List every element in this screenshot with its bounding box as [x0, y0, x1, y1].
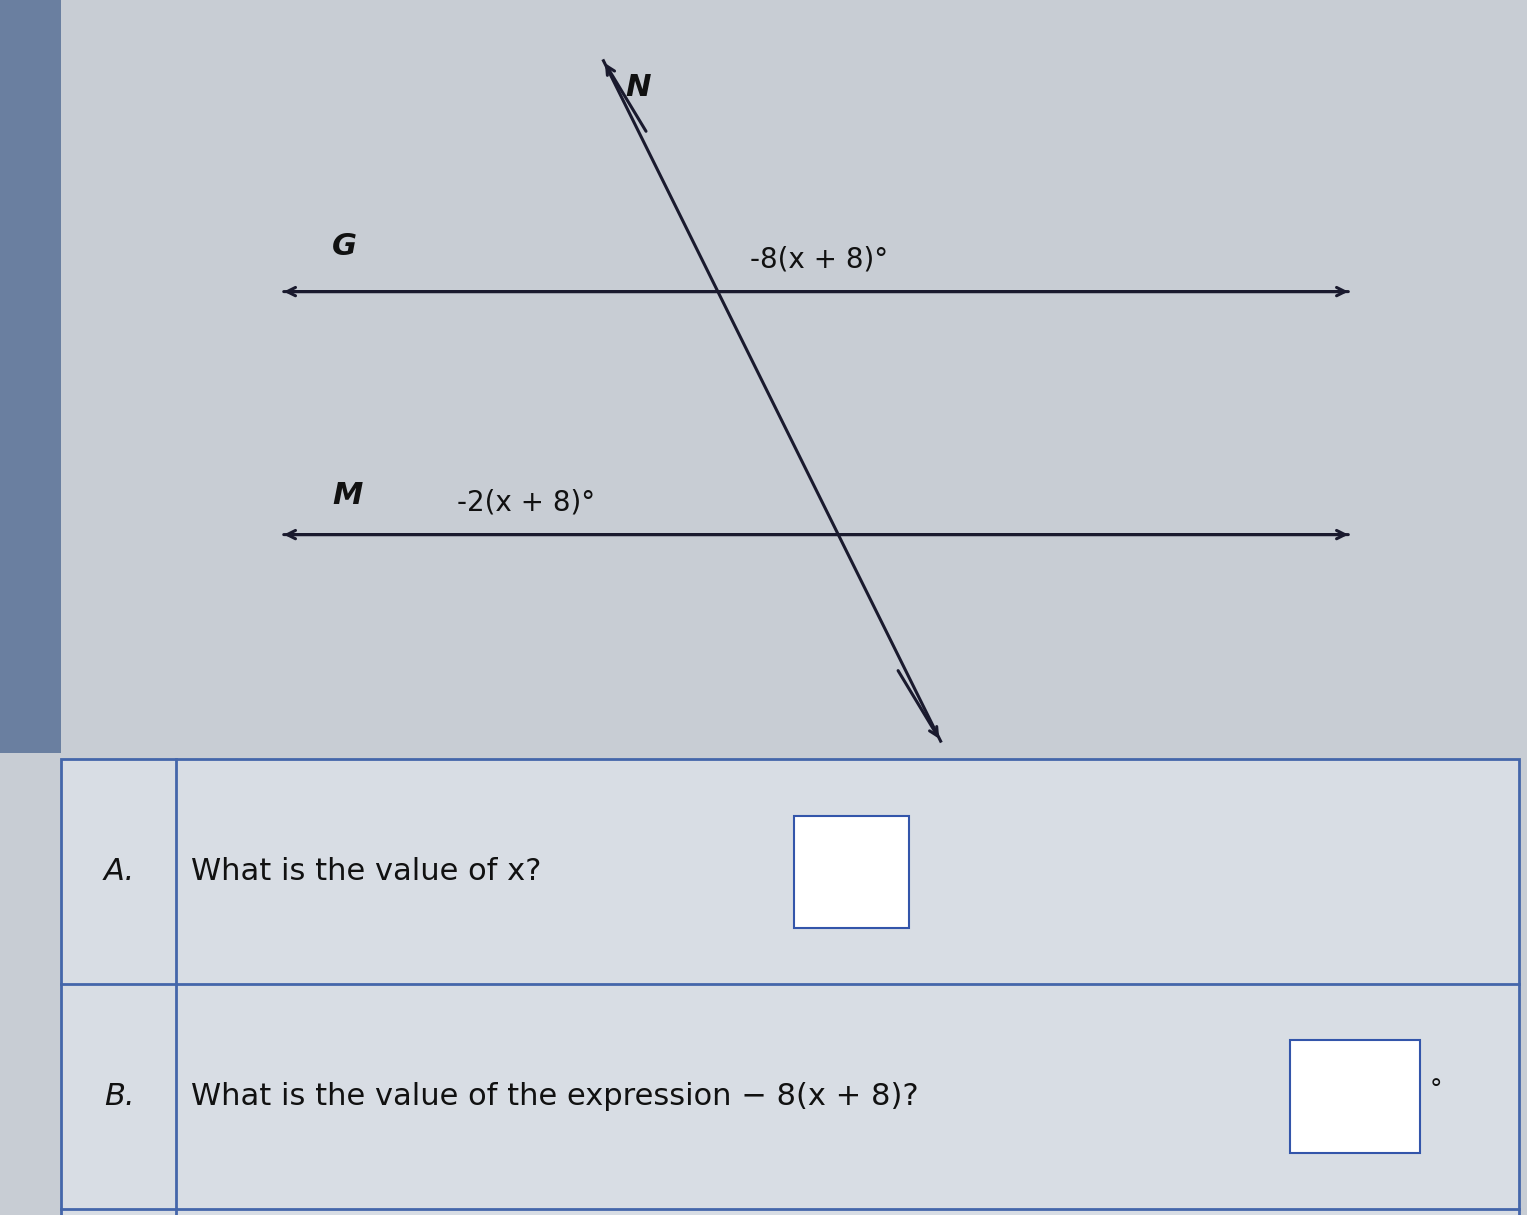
Text: -8(x + 8)°: -8(x + 8)° [750, 245, 889, 273]
Text: A.: A. [104, 858, 134, 886]
Text: B.: B. [104, 1083, 134, 1111]
Text: What is the value of the expression − 8(x + 8)?: What is the value of the expression − 8(… [191, 1083, 919, 1111]
Text: -2(x + 8)°: -2(x + 8)° [457, 488, 596, 516]
Text: G: G [333, 232, 357, 261]
Text: °: ° [1429, 1079, 1441, 1102]
Text: M: M [333, 481, 362, 510]
Text: N: N [626, 73, 651, 102]
Text: What is the value of x?: What is the value of x? [191, 858, 541, 886]
